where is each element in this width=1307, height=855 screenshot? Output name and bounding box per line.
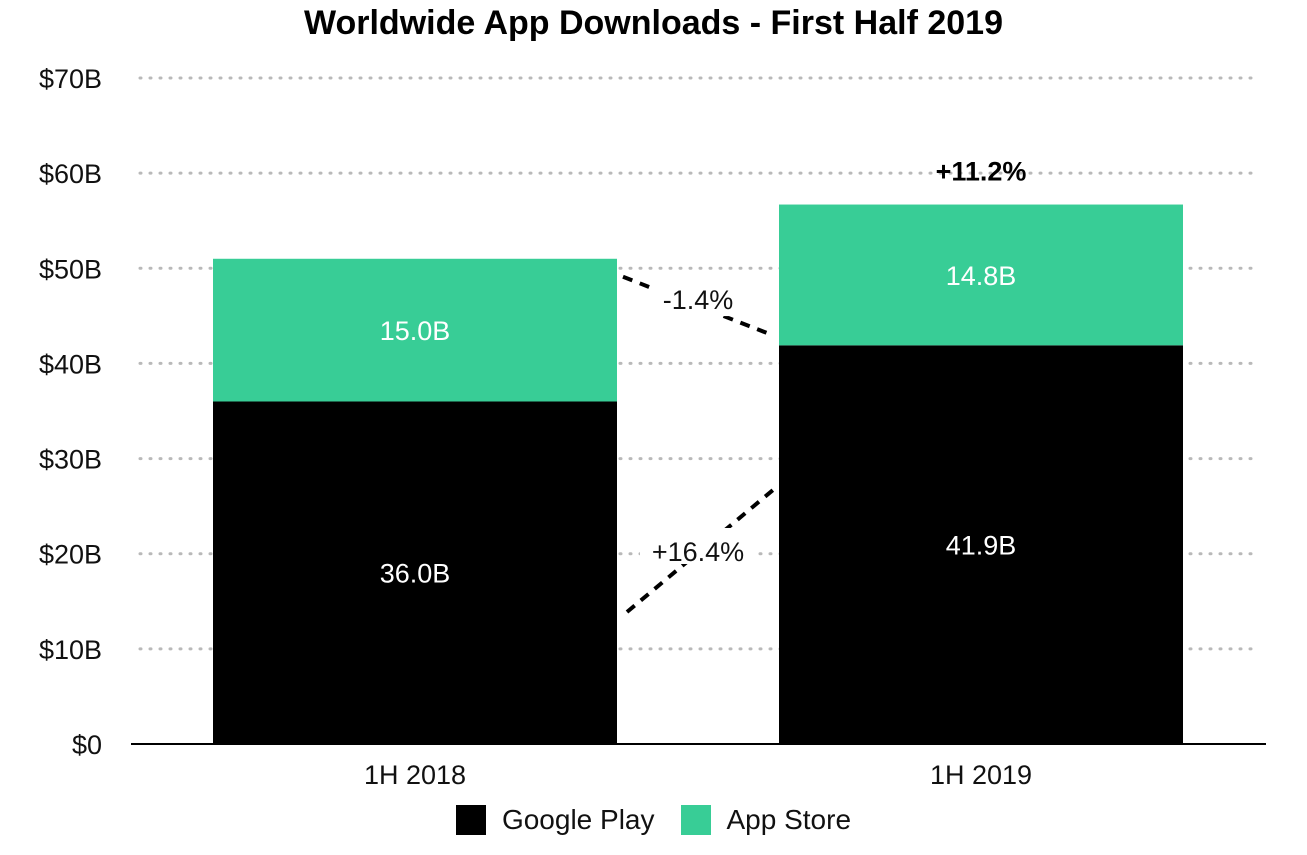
x-tick-label-1h-2018: 1H 2018 bbox=[364, 760, 466, 790]
bars bbox=[213, 204, 1183, 744]
bar-app-store-1h-2019 bbox=[779, 204, 1183, 346]
x-tick-label-1h-2019: 1H 2019 bbox=[930, 760, 1032, 790]
legend-item-google-play: Google Play bbox=[455, 804, 655, 836]
y-tick-label: $0 bbox=[72, 730, 102, 760]
legend-swatch-google-play bbox=[455, 805, 486, 835]
bar-app-store-1h-2018 bbox=[213, 258, 617, 402]
data-label-app-store-1h-2018: 15.0B bbox=[380, 316, 451, 346]
legend: Google Play App Store bbox=[0, 800, 1307, 840]
legend-swatch-app-store bbox=[680, 805, 711, 835]
chart-plot: $0 $10B $20B $30B $40B $50B $60B $70B 36.0B 15.0… bbox=[39, 64, 1266, 790]
bar-google-play-1h-2019 bbox=[779, 345, 1183, 744]
legend-label-google-play: Google Play bbox=[501, 804, 655, 835]
google-play-change-bg bbox=[640, 528, 756, 564]
y-tick-label: $30B bbox=[39, 445, 102, 475]
y-tick-label: $10B bbox=[39, 635, 102, 665]
app-store-change-bg bbox=[650, 280, 746, 317]
legend-label-app-store: App Store bbox=[726, 804, 852, 835]
data-label-app-store-1h-2019: 14.8B bbox=[946, 261, 1017, 291]
y-axis-tick-labels: $0 $10B $20B $30B $40B $50B $60B $70B bbox=[39, 64, 102, 760]
y-tick-label: $50B bbox=[39, 254, 102, 284]
total-change-label: +11.2% bbox=[936, 157, 1027, 187]
data-label-google-play-1h-2019: 41.9B bbox=[946, 531, 1017, 561]
legend-item-app-store: App Store bbox=[680, 804, 852, 836]
chart-title: Worldwide App Downloads - First Half 201… bbox=[304, 4, 1003, 42]
data-label-google-play-1h-2018: 36.0B bbox=[380, 559, 451, 589]
y-tick-label: $70B bbox=[39, 64, 102, 94]
x-axis-tick-labels: 1H 2018 1H 2019 bbox=[364, 760, 1032, 790]
y-tick-label: $20B bbox=[39, 540, 102, 570]
y-tick-label: $60B bbox=[39, 159, 102, 189]
y-tick-label: $40B bbox=[39, 349, 102, 379]
bar-google-play-1h-2018 bbox=[213, 401, 617, 744]
google-play-change-label: +16.4% bbox=[652, 537, 744, 567]
change-annotations: -1.4% +16.4% +11.2% bbox=[622, 157, 1027, 614]
app-store-change-label: -1.4% bbox=[663, 285, 734, 315]
segment-labels: 36.0B 15.0B 41.9B 14.8B bbox=[380, 261, 1017, 589]
